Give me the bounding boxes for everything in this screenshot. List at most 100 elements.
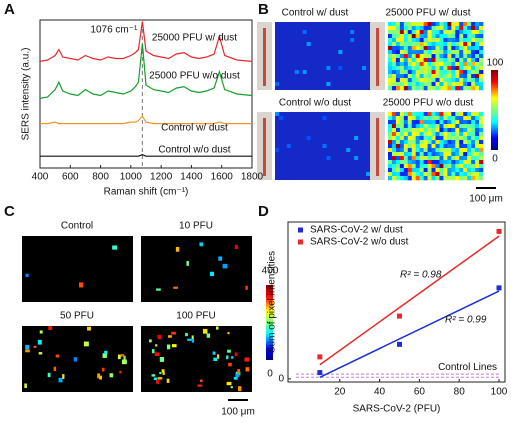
heatmap-pixel: [447, 46, 452, 51]
heatmap-pixel: [479, 54, 484, 59]
heatmap-pixel: [427, 46, 432, 51]
colorbar: [491, 70, 498, 150]
heatmap-pixel: [415, 34, 420, 39]
heatmap-pixel: [415, 42, 420, 47]
heatmap-pixel: [447, 176, 452, 181]
heatmap-pixel: [435, 58, 440, 63]
heatmap-pixel: [395, 172, 401, 177]
heatmap-pixel: [443, 26, 448, 31]
heatmap-spot: [48, 326, 53, 330]
heatmap-pixel: [411, 78, 417, 83]
heatmap-pixel: [443, 160, 448, 165]
heatmap: [275, 22, 370, 90]
heatmap-pixel: [395, 136, 401, 141]
heatmap-pixel: [459, 42, 464, 47]
heatmap-spot: [159, 357, 165, 362]
heatmap-pixel: [459, 176, 464, 181]
heatmap-pixel: [459, 132, 464, 137]
heatmap-spot: [104, 350, 108, 355]
colorbar-label: 0: [267, 369, 273, 380]
heatmap-pixel: [431, 34, 436, 39]
heatmap-pixel: [338, 66, 343, 70]
heatmap-pixel: [443, 132, 448, 137]
heatmap-pixel: [455, 148, 460, 153]
x-tick-label: 1200: [150, 172, 173, 183]
image-label: Control w/ dust: [282, 8, 349, 19]
heatmap-pixel: [467, 50, 472, 55]
heatmap-pixel: [415, 66, 420, 71]
heatmap-pixel: [388, 132, 393, 137]
heatmap-pixel: [391, 160, 397, 165]
heatmap-pixel: [419, 176, 424, 181]
heatmap-pixel: [467, 140, 472, 145]
spectrum: [40, 154, 252, 157]
heatmap-pixel: [423, 176, 428, 181]
heatmap-pixel: [399, 140, 405, 145]
heatmap-pixel: [399, 62, 405, 67]
heatmap-pixel: [431, 66, 436, 71]
heatmap-pixel: [455, 46, 460, 51]
heatmap-pixel: [443, 50, 448, 55]
panel-label: B: [258, 1, 269, 18]
legend-label: SARS-CoV-2 w/o dust: [310, 237, 409, 248]
heatmap-pixel: [411, 176, 417, 181]
heatmap-pixel: [459, 70, 464, 75]
heatmap-pixel: [431, 136, 436, 141]
heatmap-pixel: [431, 78, 436, 83]
x-tick-label: 1600: [211, 172, 234, 183]
heatmap-pixel: [439, 116, 444, 121]
heatmap-pixel: [471, 140, 476, 145]
heatmap-spot: [109, 373, 114, 378]
heatmap-pixel: [415, 46, 420, 51]
heatmap-pixel: [388, 54, 393, 59]
x-tick-label: 20: [334, 387, 346, 398]
heatmap-pixel: [423, 164, 428, 169]
heatmap-pixel: [419, 46, 424, 51]
heatmap-pixel: [435, 172, 440, 177]
heatmap-pixel: [399, 54, 405, 59]
heatmap-pixel: [447, 152, 452, 157]
heatmap-pixel: [435, 86, 440, 91]
heatmap-spot: [87, 326, 91, 331]
spectrum: [39, 21, 253, 62]
heatmap-spot: [157, 334, 162, 340]
heatmap-pixel: [391, 62, 397, 67]
heatmap-pixel: [471, 160, 476, 165]
heatmap-pixel: [443, 148, 448, 153]
heatmap-pixel: [427, 86, 432, 91]
x-tick-label: 1800: [241, 172, 264, 183]
heatmap-pixel: [467, 62, 472, 67]
heatmap: [22, 326, 133, 392]
heatmap-pixel: [388, 116, 393, 121]
heatmap-pixel: [463, 54, 468, 59]
heatmap-pixel: [439, 148, 444, 153]
heatmap-pixel: [435, 160, 440, 165]
heatmap-pixel: [395, 30, 401, 35]
heatmap-pixel: [431, 58, 436, 63]
heatmap-pixel: [463, 172, 468, 177]
heatmap-pixel: [391, 70, 397, 75]
heatmap-pixel: [427, 152, 432, 157]
heatmap-pixel: [463, 70, 468, 75]
heatmap-pixel: [435, 156, 440, 161]
heatmap-pixel: [467, 46, 472, 51]
panel-label: C: [4, 203, 15, 220]
legend-label: SARS-CoV-2 w/ dust: [310, 225, 403, 236]
x-tick-label: 1000: [120, 172, 143, 183]
heatmap-pixel: [459, 54, 464, 59]
heatmap-pixel: [395, 112, 401, 117]
heatmap-pixel: [415, 38, 420, 43]
heatmap-pixel: [447, 172, 452, 177]
heatmap-pixel: [479, 42, 484, 47]
heatmap-pixel: [439, 86, 444, 91]
heatmap-pixel: [423, 156, 428, 161]
heatmap-pixel: [479, 62, 484, 67]
heatmap-pixel: [419, 50, 424, 55]
heatmap-pixel: [435, 116, 440, 121]
heatmap-pixel: [407, 112, 413, 117]
heatmap-pixel: [403, 156, 409, 161]
heatmap-pixel: [443, 42, 448, 47]
heatmap-pixel: [419, 124, 424, 129]
heatmap-pixel: [407, 140, 413, 145]
heatmap-spot: [154, 352, 160, 357]
